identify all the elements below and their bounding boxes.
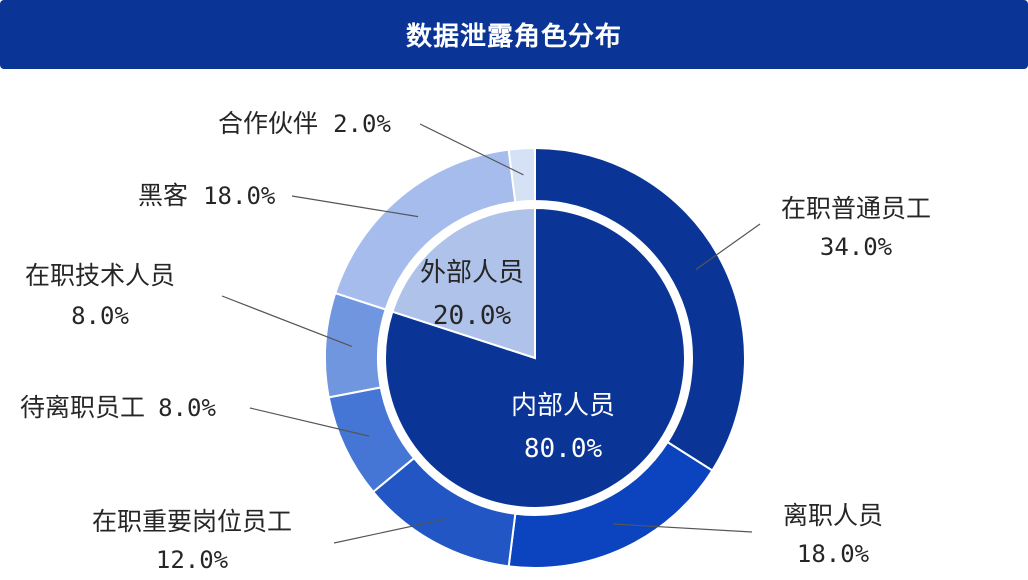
inner-value-1: 20.0% xyxy=(433,301,512,331)
outer-label-3-line: 待离职员工 8.0% xyxy=(20,393,216,422)
outer-label-0: 在职普通员工 xyxy=(781,194,931,223)
outer-label-5: 黑客 xyxy=(138,181,188,210)
outer-label-3: 待离职员工 xyxy=(20,393,145,422)
inner-value-0: 80.0% xyxy=(524,434,603,464)
title-bar: 数据泄露角色分布 xyxy=(0,0,1028,69)
outer-slice-0 xyxy=(534,146,746,472)
outer-label-6-line: 合作伙伴 2.0% xyxy=(218,109,391,138)
inner-slice-1 xyxy=(391,206,536,360)
outer-slice-6 xyxy=(507,146,536,204)
outer-value-6: 2.0% xyxy=(333,110,391,138)
outer-value-0: 34.0% xyxy=(820,233,893,261)
outer-value-3: 8.0% xyxy=(158,394,216,422)
inner-label-1: 外部人员 xyxy=(420,258,524,288)
outer-value-1: 18.0% xyxy=(797,540,870,568)
leader-line-1 xyxy=(613,523,753,533)
outer-label-6: 合作伙伴 xyxy=(218,109,318,138)
outer-slice-4 xyxy=(324,291,387,399)
outer-ring xyxy=(324,146,746,569)
outer-label-5-line: 黑客 18.0% xyxy=(138,181,276,210)
leader-line-6 xyxy=(419,123,524,176)
outer-value-4: 8.0% xyxy=(71,302,129,330)
leader-line-4 xyxy=(221,295,353,348)
inner-label-0: 内部人员 xyxy=(511,391,615,421)
leader-lines xyxy=(221,123,761,544)
leader-line-5 xyxy=(291,195,419,218)
leader-line-2 xyxy=(333,518,447,544)
inner-pie xyxy=(384,206,686,509)
leader-line-3 xyxy=(249,407,370,437)
outer-label-4: 在职技术人员 xyxy=(25,261,175,290)
chart-title: 数据泄露角色分布 xyxy=(405,22,622,52)
leader-line-0 xyxy=(695,223,761,271)
outer-value-2: 12.0% xyxy=(156,546,229,574)
outer-value-5: 18.0% xyxy=(203,182,276,210)
outer-label-2: 在职重要岗位员工 xyxy=(92,507,292,536)
outer-label-1: 离职人员 xyxy=(783,501,883,530)
